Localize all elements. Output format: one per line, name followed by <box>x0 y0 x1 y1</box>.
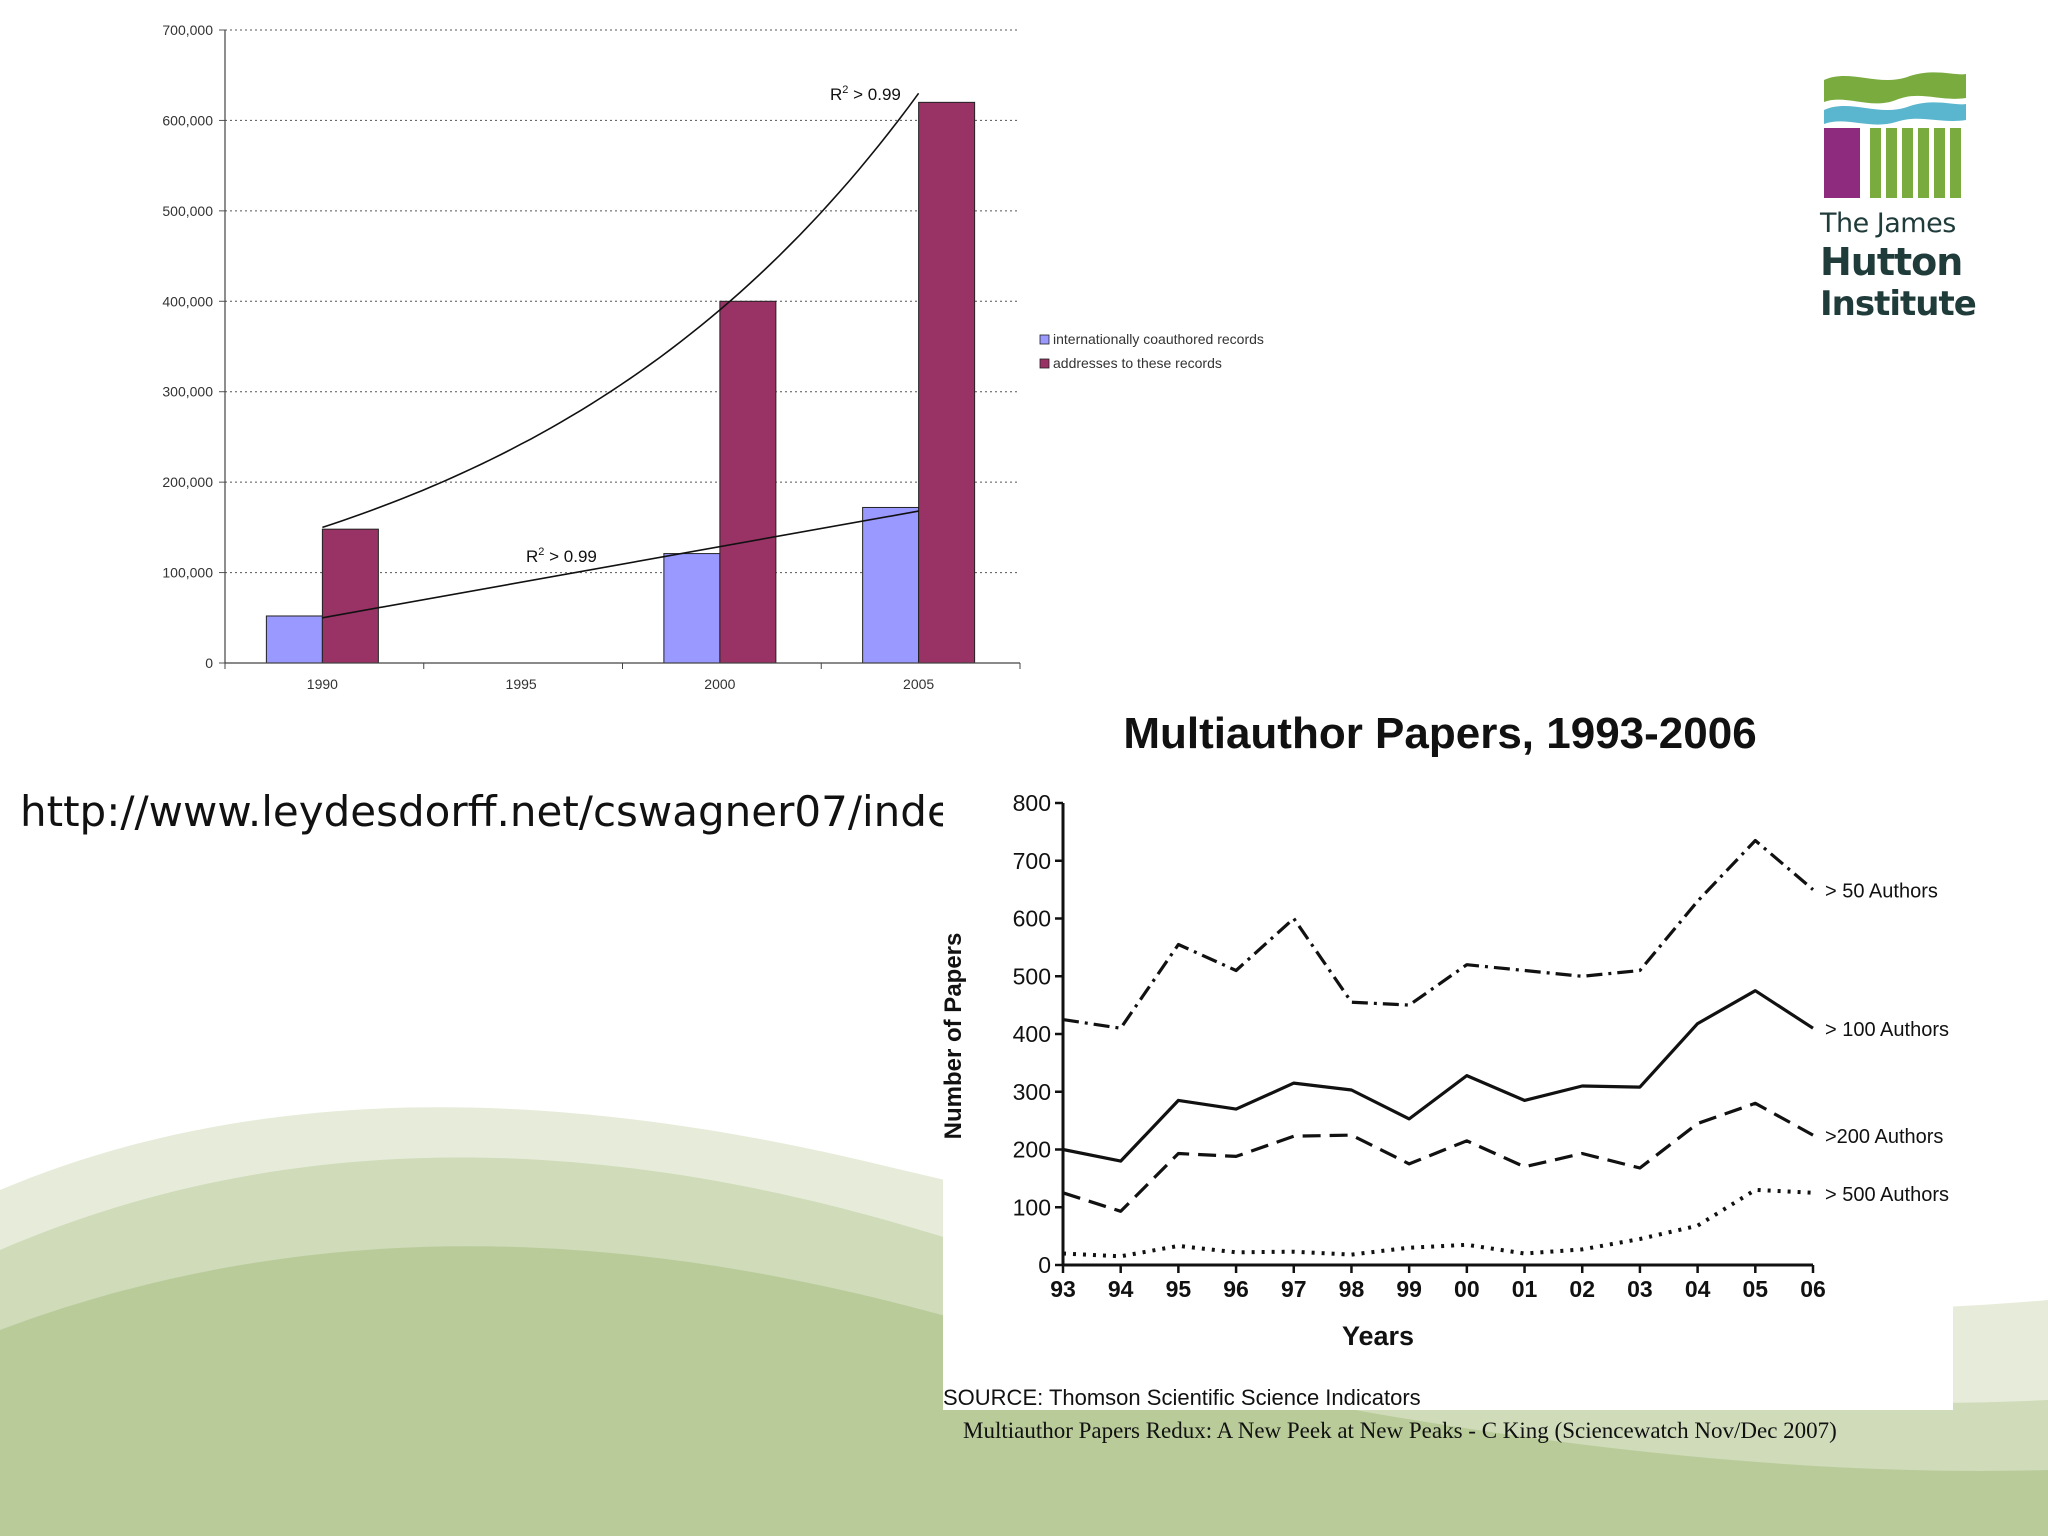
bar-intl-2005 <box>863 507 919 663</box>
series-line-1 <box>1063 991 1813 1161</box>
logo-line-2: Hutton <box>1820 240 1970 284</box>
y-tick-label: 500,000 <box>162 203 213 219</box>
legend-label-1: addresses to these records <box>1053 355 1222 371</box>
logo-line-1: The James <box>1820 208 1970 239</box>
x-tick-label: 99 <box>1396 1276 1422 1302</box>
series-label-2: >200 Authors <box>1825 1126 1943 1148</box>
x-tick-label: 1995 <box>506 676 537 692</box>
x-tick-label: 05 <box>1743 1276 1769 1302</box>
bar-addr-2005 <box>919 102 975 663</box>
legend-swatch-0 <box>1040 335 1049 344</box>
x-tick-label: 96 <box>1223 1276 1249 1302</box>
x-tick-label: 2005 <box>903 676 934 692</box>
x-tick-label: 03 <box>1627 1276 1653 1302</box>
bar-addr-2000 <box>720 301 776 663</box>
logo-green-bar-0 <box>1870 128 1881 198</box>
y-tick-label: 200 <box>1013 1137 1051 1163</box>
legend-swatch-1 <box>1040 359 1049 368</box>
y-tick-label: 600,000 <box>162 112 213 128</box>
y-tick-label: 500 <box>1013 963 1051 989</box>
series-label-0: > 50 Authors <box>1825 881 1938 903</box>
x-tick-label: 97 <box>1281 1276 1307 1302</box>
x-tick-label: 01 <box>1512 1276 1538 1302</box>
x-axis-title: Years <box>1342 1321 1414 1351</box>
chart-title: Multiauthor Papers, 1993-2006 <box>1123 709 1756 758</box>
y-tick-label: 400,000 <box>162 293 213 309</box>
y-tick-label: 300 <box>1013 1079 1051 1105</box>
bar-addr-1990 <box>322 529 378 663</box>
x-tick-label: 04 <box>1685 1276 1711 1302</box>
y-tick-label: 800 <box>1013 790 1051 816</box>
trendline-exponential <box>322 93 918 527</box>
trendline-linear <box>322 511 918 618</box>
x-tick-label: 2000 <box>704 676 735 692</box>
y-tick-label: 0 <box>205 655 213 671</box>
y-axis-title: Number of Papers <box>943 933 967 1140</box>
line-chart-panel: Multiauthor Papers, 1993-2006 0 100 200 300 4… <box>943 700 1953 1410</box>
bar-intl-1990 <box>266 616 322 663</box>
logo-mark-icon <box>1820 70 1970 200</box>
trendline-label-lin: R2 > 0.99 <box>526 546 597 566</box>
figure-caption: Multiauthor Papers Redux: A New Peek at … <box>963 1418 1943 1444</box>
logo-green-bar-5 <box>1950 128 1961 198</box>
source-url[interactable]: http://www.leydesdorff.net/cswagner07/in… <box>20 782 900 842</box>
x-tick-label: 02 <box>1569 1276 1595 1302</box>
logo-purple-bar <box>1824 128 1860 198</box>
y-tick-label: 100,000 <box>162 565 213 581</box>
series-line-2 <box>1063 1103 1813 1211</box>
x-tick-label: 93 <box>1050 1276 1076 1302</box>
logo-green-bar-1 <box>1886 128 1897 198</box>
series-line-0 <box>1063 841 1813 1029</box>
bar-intl-2000 <box>664 554 720 663</box>
y-tick-label: 0 <box>1038 1252 1051 1278</box>
x-tick-label: 00 <box>1454 1276 1480 1302</box>
y-tick-label: 400 <box>1013 1021 1051 1047</box>
source-note: SOURCE: Thomson Scientific Science Indic… <box>943 1385 1421 1410</box>
logo-green-bar-4 <box>1934 128 1945 198</box>
hutton-institute-logo: The James Hutton Institute <box>1820 70 1970 340</box>
logo-green-bar-2 <box>1902 128 1913 198</box>
logo-green-wave <box>1824 72 1966 103</box>
y-tick-label: 300,000 <box>162 384 213 400</box>
y-tick-label: 100 <box>1013 1194 1051 1220</box>
y-tick-label: 700 <box>1013 848 1051 874</box>
x-tick-label: 06 <box>1800 1276 1826 1302</box>
x-tick-label: 95 <box>1166 1276 1192 1302</box>
x-tick-label: 94 <box>1108 1276 1134 1302</box>
logo-line-3: Institute <box>1820 284 1970 324</box>
series-label-1: > 100 Authors <box>1825 1019 1949 1041</box>
series-line-3 <box>1063 1190 1813 1256</box>
bar-chart-records: 0 100,000 200,000 300,000 400,000 500,000 600,… <box>130 10 1340 710</box>
x-tick-label: 1990 <box>307 676 338 692</box>
y-tick-label: 200,000 <box>162 474 213 490</box>
x-tick-label: 98 <box>1339 1276 1365 1302</box>
trendline-label-exp: R2 > 0.99 <box>830 84 901 104</box>
line-chart-multiauthor: Multiauthor Papers, 1993-200601002003004… <box>943 700 1953 1410</box>
logo-blue-wave <box>1824 102 1966 124</box>
series-label-3: > 500 Authors <box>1825 1184 1949 1206</box>
legend-label-0: internationally coauthored records <box>1053 331 1264 347</box>
y-tick-label: 700,000 <box>162 22 213 38</box>
logo-green-bar-3 <box>1918 128 1929 198</box>
y-tick-label: 600 <box>1013 906 1051 932</box>
